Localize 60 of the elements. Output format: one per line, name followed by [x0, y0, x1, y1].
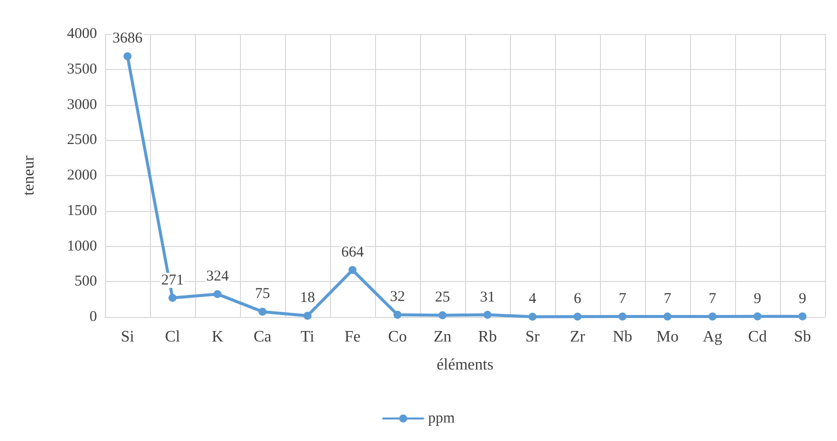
data-label: 4	[528, 291, 537, 308]
x-tick-label: Fe	[344, 328, 360, 346]
point	[754, 312, 762, 320]
point	[214, 290, 222, 298]
data-label: 664	[341, 244, 364, 261]
point	[664, 312, 672, 321]
point	[304, 312, 312, 320]
x-tick-label: K	[212, 328, 224, 346]
x-tick-label: Sr	[525, 328, 540, 346]
data-label: 271	[161, 272, 184, 288]
point	[438, 311, 446, 320]
point	[708, 312, 716, 321]
x-tick-label: Zr	[570, 328, 586, 346]
x-tick-label: Si	[120, 328, 135, 346]
point	[348, 266, 356, 274]
legend-label: ppm	[428, 410, 456, 426]
y-tick-label: 3000	[67, 96, 97, 113]
data-label: 324	[206, 268, 230, 285]
point	[258, 308, 266, 316]
y-tick-label: 3500	[67, 61, 97, 78]
data-label: 7	[664, 291, 672, 308]
x-tick-label: Cd	[748, 328, 767, 346]
point	[124, 52, 132, 60]
data-label: 18	[300, 290, 315, 306]
data-label: 31	[480, 289, 495, 306]
data-label: 75	[255, 286, 270, 302]
data-label: 9	[798, 290, 806, 307]
point	[798, 312, 806, 320]
point	[484, 310, 492, 319]
data-label: 3686	[112, 30, 143, 47]
y-tick-label: 1000	[67, 238, 97, 254]
y-axis-title: teneur	[20, 154, 38, 196]
x-tick-label: Cl	[164, 328, 181, 346]
x-tick-label: Nb	[612, 328, 632, 346]
point	[574, 312, 582, 321]
data-label: 7	[618, 291, 627, 308]
data-label: 7	[708, 291, 717, 308]
x-tick-label: Ca	[254, 328, 272, 346]
y-tick-label: 2000	[67, 168, 97, 184]
y-tick-label: 500	[74, 274, 97, 290]
x-tick-label: Zn	[434, 328, 452, 346]
point	[528, 312, 536, 321]
point	[168, 294, 176, 302]
data-label: 6	[574, 291, 582, 308]
x-tick-label: Co	[388, 328, 407, 346]
y-tick-label: 2500	[67, 132, 97, 148]
y-tick-label: 4000	[67, 26, 97, 42]
point	[394, 310, 402, 319]
x-tick-label: Ti	[300, 328, 315, 346]
data-label: 25	[435, 290, 450, 306]
point	[618, 312, 626, 321]
data-label: 9	[754, 290, 762, 307]
y-tick-label: 1500	[67, 202, 97, 219]
x-tick-label: Ag	[702, 328, 722, 346]
x-tick-label: Sb	[794, 328, 811, 346]
y-tick-label: 0	[90, 309, 97, 325]
x-tick-label: Mo	[656, 328, 679, 346]
data-label: 32	[390, 289, 405, 306]
x-axis-title: éléments	[436, 356, 494, 374]
x-tick-label: Rb	[478, 328, 497, 346]
